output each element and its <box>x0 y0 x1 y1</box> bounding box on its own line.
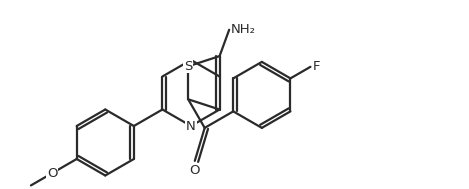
Text: O: O <box>189 164 200 177</box>
Text: NH₂: NH₂ <box>231 23 256 36</box>
Text: N: N <box>186 119 196 132</box>
Text: O: O <box>47 167 58 180</box>
Text: F: F <box>312 60 320 73</box>
Text: S: S <box>184 60 192 73</box>
